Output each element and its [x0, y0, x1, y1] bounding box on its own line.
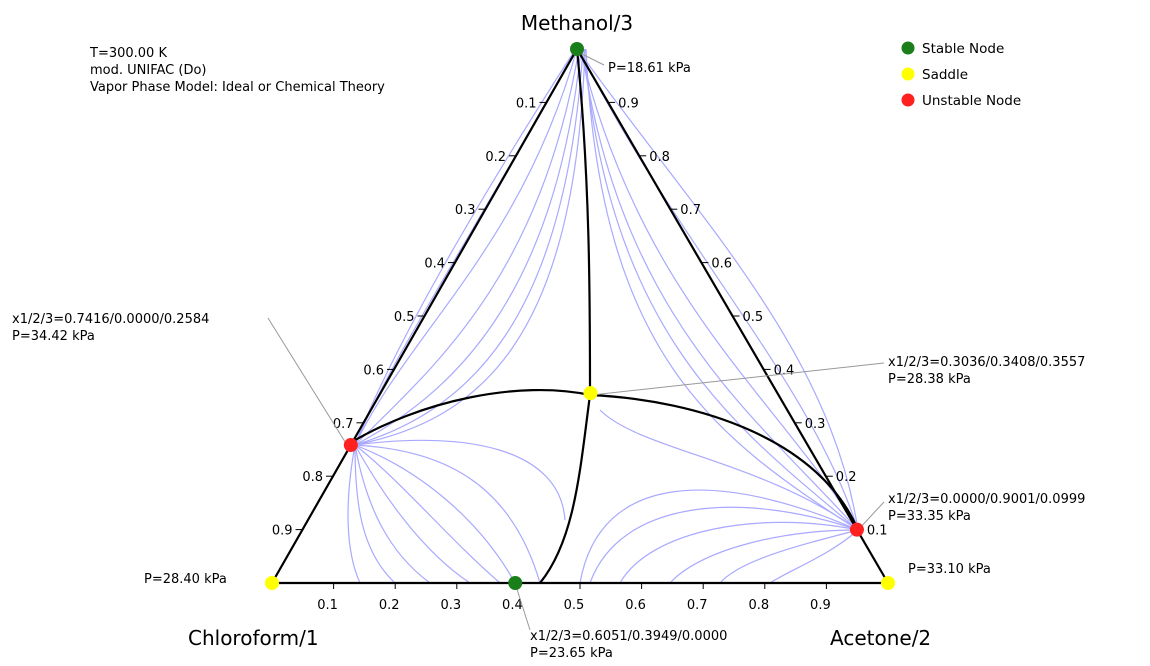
legend-label-stable: Stable Node [922, 41, 1004, 57]
tick-label-right: 0.6 [711, 257, 732, 272]
tick-layer: 0.1 0.2 0.3 0.4 0.5 0.6 0.7 0.8 0.9 0.1 0.2 0.3 0.4 0… [272, 96, 888, 613]
temperature-text: T=300.00 K [89, 46, 167, 61]
tick-label-left: 0.9 [272, 524, 293, 539]
tick-label-right: 0.5 [743, 310, 764, 325]
point-azeo-acetone-methanol [849, 522, 864, 537]
legend: Stable Node Saddle Unstable Node [901, 41, 1021, 109]
tick-label-bottom: 0.9 [810, 598, 831, 613]
vapor-model-text: Vapor Phase Model: Ideal or Chemical The… [90, 80, 385, 95]
point-methanol-vertex [570, 42, 584, 56]
tick-label-bottom: 0.1 [317, 598, 338, 613]
point-azeo-chloroform-methanol [343, 438, 358, 453]
label-azeo-acetone-methanol: x1/2/3=0.0000/0.9001/0.0999 P=33.35 kPa [888, 492, 1090, 524]
model-text: mod. UNIFAC (Do) [90, 63, 206, 78]
tick-label-right: 0.2 [836, 470, 857, 485]
label-azeo-chloroform-methanol: x1/2/3=0.7416/0.0000/0.2584 P=34.42 kPa [12, 312, 214, 344]
legend-label-unstable: Unstable Node [922, 93, 1021, 109]
tick-label-right: 0.3 [805, 417, 826, 432]
label-methanol-vertex: P=18.61 kPa [608, 61, 691, 76]
tick-label-bottom: 0.8 [748, 598, 769, 613]
point-chloroform-vertex [265, 576, 279, 590]
tick-label-right: 0.8 [649, 150, 670, 165]
tick-label-bottom: 0.4 [502, 598, 523, 613]
separatrices [346, 48, 860, 584]
label-azeo-ternary: x1/2/3=0.3036/0.3408/0.3557 P=28.38 kPa [888, 355, 1090, 387]
tick-label-bottom: 0.6 [625, 598, 646, 613]
tick-label-bottom: 0.2 [379, 598, 400, 613]
tick-label-right: 0.1 [867, 524, 888, 539]
tick-label-bottom: 0.3 [440, 598, 461, 613]
label-acetone-vertex: P=33.10 kPa [908, 562, 991, 577]
label-azeo-chloroform-acetone: x1/2/3=0.6051/0.3949/0.0000 P=23.65 kPa [530, 629, 732, 661]
tick-label-left: 0.3 [455, 203, 476, 218]
tick-label-left: 0.1 [516, 96, 537, 111]
tick-label-left: 0.8 [302, 470, 323, 485]
tick-label-left: 0.4 [424, 257, 445, 272]
legend-swatch-saddle [901, 67, 915, 81]
leader-lines [267, 52, 885, 631]
tick-label-left: 0.7 [333, 417, 354, 432]
tick-label-left: 0.5 [394, 310, 415, 325]
point-azeo-chloroform-acetone [508, 576, 523, 590]
tick-label-right: 0.9 [618, 96, 639, 111]
tick-label-right: 0.4 [774, 363, 795, 378]
singular-points [265, 42, 895, 590]
vertex-label-acetone: Acetone/2 [830, 626, 931, 650]
vertex-label-methanol: Methanol/3 [521, 11, 633, 35]
tick-label-right: 0.7 [680, 203, 701, 218]
legend-swatch-stable [901, 41, 915, 55]
point-azeo-ternary [583, 386, 598, 401]
label-chloroform-vertex: P=28.40 kPa [144, 572, 227, 587]
tick-label-bottom: 0.7 [687, 598, 708, 613]
legend-label-saddle: Saddle [922, 67, 968, 83]
point-acetone-vertex [881, 576, 895, 590]
vertex-label-chloroform: Chloroform/1 [188, 626, 319, 650]
legend-swatch-unstable [901, 93, 915, 107]
tick-label-left: 0.2 [485, 150, 506, 165]
tick-label-left: 0.6 [363, 363, 384, 378]
tick-label-bottom: 0.5 [564, 598, 585, 613]
